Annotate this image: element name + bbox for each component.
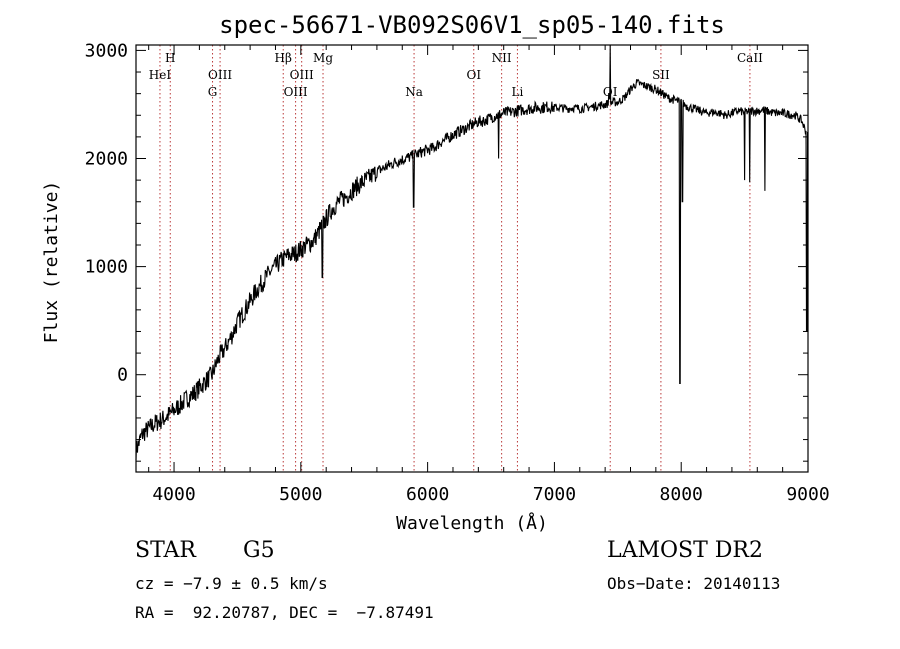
spectrum-series [135, 44, 809, 461]
spectrum-line [135, 44, 809, 461]
x-tick-label: 6000 [406, 484, 449, 505]
y-tick-label: 2000 [85, 149, 128, 170]
y-axis-label: Flux (relative) [41, 181, 62, 344]
x-tick-label: 4000 [152, 484, 195, 505]
line-marker-label: HeI [149, 68, 172, 82]
line-marker-label: OI [466, 68, 481, 82]
y-tick-label: 3000 [85, 40, 128, 61]
axis-ticks: 4000 5000 6000 7000 8000 9000 0 1000 2000 3000 [85, 40, 830, 505]
line-marker-label: CaII [737, 51, 763, 65]
line-marker-label: G [208, 85, 218, 99]
object-class: STAR [135, 538, 196, 563]
x-tick-label: 7000 [533, 484, 576, 505]
observation-date: Obs−Date: 20140113 [607, 574, 781, 593]
line-marker-label: Hβ [275, 51, 292, 65]
x-tick-label: 5000 [279, 484, 322, 505]
x-axis-label: Wavelength (Å) [396, 512, 548, 534]
line-marker-label: OIII [208, 68, 232, 82]
x-tick-label: 9000 [786, 484, 829, 505]
chart-title: spec-56671-VB092S06V1_sp05-140.fits [219, 11, 725, 39]
x-tick-label: 8000 [660, 484, 703, 505]
sky-coordinates: RA = 92.20787, DEC = −7.87491 [135, 603, 434, 622]
line-marker-label: H [165, 51, 175, 65]
plot-frame [135, 44, 809, 473]
spectral-subclass: G5 [243, 538, 275, 563]
survey-name: LAMOST DR2 [607, 538, 763, 563]
redshift-cz: cz = −7.9 ± 0.5 km/s [135, 574, 328, 593]
line-marker-label: Mg [313, 51, 333, 65]
line-marker-label: SII [652, 68, 670, 82]
y-tick-label: 0 [117, 365, 128, 386]
y-tick-label: 1000 [85, 257, 128, 278]
line-marker-label: OIII [284, 85, 308, 99]
line-marker-label: OIII [290, 68, 314, 82]
line-marker-label: NII [492, 51, 512, 65]
line-marker-label: Na [405, 85, 423, 99]
line-marker-label: Li [511, 85, 523, 99]
